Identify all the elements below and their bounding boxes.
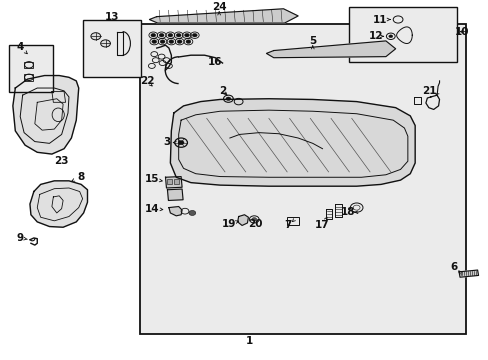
Bar bbox=[82, 19, 141, 77]
Text: 1: 1 bbox=[245, 337, 252, 346]
Polygon shape bbox=[458, 270, 478, 277]
Text: 19: 19 bbox=[221, 219, 236, 229]
Circle shape bbox=[225, 97, 230, 100]
Text: 2: 2 bbox=[219, 86, 226, 96]
Text: 5: 5 bbox=[308, 36, 316, 46]
Text: 18: 18 bbox=[340, 207, 354, 217]
Text: 8: 8 bbox=[78, 172, 84, 181]
Polygon shape bbox=[165, 176, 182, 188]
Polygon shape bbox=[237, 215, 248, 225]
Text: 11: 11 bbox=[372, 14, 386, 24]
Polygon shape bbox=[30, 181, 87, 227]
Circle shape bbox=[160, 40, 164, 44]
Text: 24: 24 bbox=[211, 2, 226, 12]
Circle shape bbox=[176, 33, 181, 37]
Circle shape bbox=[168, 40, 173, 44]
Circle shape bbox=[388, 35, 392, 38]
Polygon shape bbox=[149, 9, 298, 23]
Circle shape bbox=[159, 33, 163, 37]
Bar bbox=[24, 62, 33, 68]
Bar bbox=[24, 74, 33, 81]
Text: 4: 4 bbox=[17, 42, 24, 52]
Text: 17: 17 bbox=[315, 220, 329, 230]
Circle shape bbox=[184, 33, 189, 37]
Bar bbox=[167, 179, 172, 184]
Polygon shape bbox=[167, 189, 183, 201]
Circle shape bbox=[251, 217, 256, 221]
Text: 12: 12 bbox=[368, 31, 383, 41]
Polygon shape bbox=[13, 76, 79, 154]
Polygon shape bbox=[168, 207, 182, 216]
Text: 3: 3 bbox=[163, 136, 170, 147]
Text: 6: 6 bbox=[449, 261, 457, 271]
Text: 15: 15 bbox=[144, 174, 159, 184]
Text: 16: 16 bbox=[207, 57, 222, 67]
Circle shape bbox=[185, 40, 190, 44]
Text: 21: 21 bbox=[422, 86, 436, 96]
Text: 20: 20 bbox=[247, 219, 262, 229]
Bar bbox=[140, 24, 466, 334]
Polygon shape bbox=[266, 41, 395, 58]
Circle shape bbox=[167, 33, 172, 37]
Circle shape bbox=[151, 33, 156, 37]
Circle shape bbox=[188, 211, 195, 215]
Polygon shape bbox=[170, 99, 414, 186]
Circle shape bbox=[152, 40, 157, 44]
Text: 23: 23 bbox=[54, 156, 69, 166]
Text: 13: 13 bbox=[104, 12, 119, 22]
Bar bbox=[9, 45, 53, 91]
Circle shape bbox=[177, 40, 182, 44]
Text: 7: 7 bbox=[284, 220, 291, 230]
Circle shape bbox=[101, 40, 110, 47]
Circle shape bbox=[91, 33, 101, 40]
Circle shape bbox=[178, 140, 183, 145]
Text: 22: 22 bbox=[140, 76, 154, 86]
Text: 14: 14 bbox=[144, 204, 159, 214]
Text: 10: 10 bbox=[454, 27, 468, 37]
Bar bbox=[287, 216, 299, 225]
Bar bbox=[348, 6, 456, 62]
Circle shape bbox=[192, 33, 197, 37]
Text: 9: 9 bbox=[17, 233, 24, 243]
Bar bbox=[173, 179, 178, 184]
